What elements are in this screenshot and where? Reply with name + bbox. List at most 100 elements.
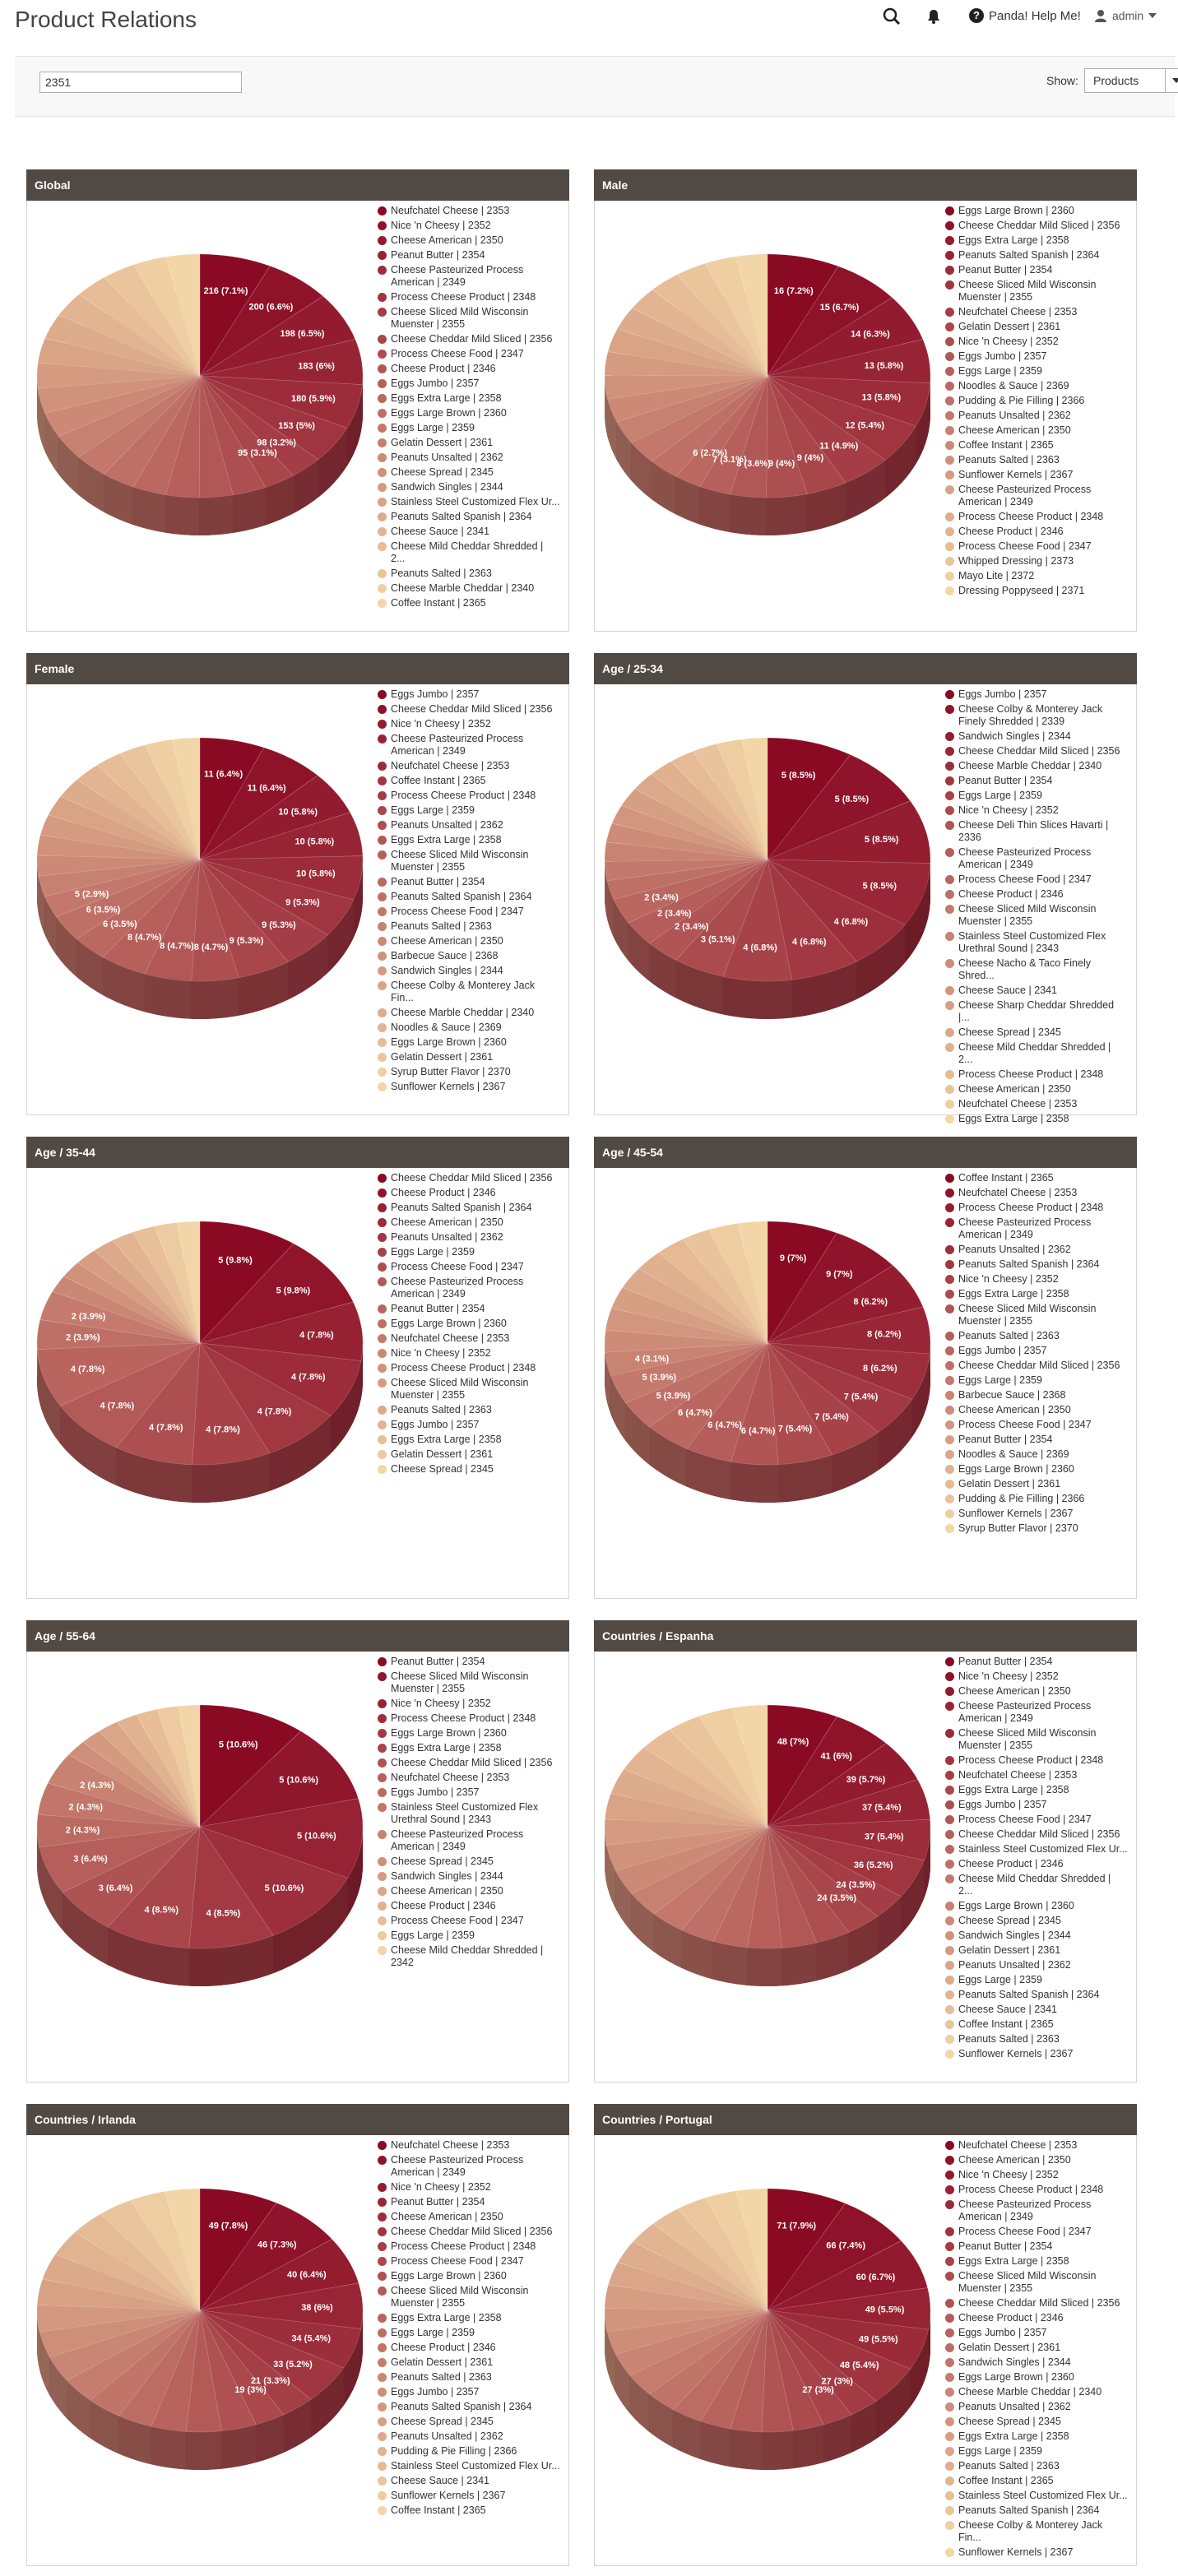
legend-item[interactable]: Cheese Sauce | 2341 (945, 2004, 1128, 2016)
legend-item[interactable]: Eggs Extra Large | 2358 (378, 1742, 560, 1754)
pie-slice[interactable] (606, 2310, 768, 2355)
pie-slice[interactable] (112, 1231, 201, 1344)
legend-item[interactable]: Eggs Large | 2359 (378, 422, 560, 434)
legend-item[interactable]: Cheese Spread | 2345 (945, 2416, 1128, 2428)
legend-item[interactable]: Eggs Large | 2359 (945, 2445, 1128, 2458)
legend-item[interactable]: Mayo Lite | 2372 (945, 570, 1128, 582)
pie-slice[interactable] (36, 855, 201, 877)
legend-item[interactable]: Peanuts Unsalted | 2362 (945, 1244, 1128, 1256)
pie-slice[interactable] (604, 841, 768, 862)
legend-item[interactable]: Cheese Sauce | 2341 (945, 985, 1128, 997)
legend-item[interactable]: Cheese Cheddar Mild Sliced | 2356 (378, 1757, 560, 1769)
legend-item[interactable]: Process Cheese Product | 2348 (945, 1068, 1128, 1081)
pie-slice[interactable] (676, 262, 768, 377)
legend-item[interactable]: Sunflower Kernels | 2367 (945, 469, 1128, 481)
pie-slice[interactable] (100, 2199, 201, 2311)
legend-item[interactable]: Process Cheese Product | 2348 (945, 2184, 1128, 2196)
legend-item[interactable]: Process Cheese Food | 2347 (378, 348, 560, 360)
legend-item[interactable]: Coffee Instant | 2365 (945, 439, 1128, 452)
legend-item[interactable]: Sandwich Singles | 2344 (378, 965, 560, 977)
legend-item[interactable]: Peanuts Salted | 2363 (945, 454, 1128, 466)
legend-item[interactable]: Peanuts Unsalted | 2362 (378, 2430, 560, 2443)
legend-item[interactable]: Peanuts Salted | 2363 (945, 2033, 1128, 2046)
legend-item[interactable]: Eggs Large Brown | 2360 (945, 205, 1128, 217)
pie-slice[interactable] (767, 2310, 852, 2425)
legend-item[interactable]: Eggs Jumbo | 2357 (378, 688, 560, 701)
legend-item[interactable]: Peanuts Salted Spanish | 2364 (945, 2504, 1128, 2517)
legend-item[interactable]: Eggs Jumbo | 2357 (378, 1419, 560, 1431)
pie-slice[interactable] (96, 753, 201, 860)
pie-slice[interactable] (98, 1721, 201, 1828)
pie-slice[interactable] (102, 859, 201, 975)
pie-slice[interactable] (670, 751, 768, 860)
legend-item[interactable]: Cheese Pasteurized Process American | 23… (378, 1828, 560, 1853)
pie-slice[interactable] (767, 859, 906, 962)
pie-slice[interactable] (766, 375, 808, 498)
pie-slice[interactable] (605, 822, 768, 860)
legend-item[interactable]: Eggs Large Brown | 2360 (378, 2270, 560, 2282)
pie-slice[interactable] (624, 1747, 768, 1828)
pie-slice[interactable] (610, 1342, 768, 1404)
pie-slice[interactable] (605, 1826, 768, 1871)
legend-item[interactable]: Cheese Spread | 2345 (945, 1026, 1128, 1039)
legend-item[interactable]: Cheese Colby & Monterey Jack Fin... (945, 2519, 1128, 2544)
pie-slice[interactable] (58, 294, 201, 377)
pie-slice[interactable] (198, 1798, 364, 1879)
legend-item[interactable]: Peanut Butter | 2354 (378, 249, 560, 262)
legend-item[interactable]: Cheese Pasteurized Process American | 23… (945, 1700, 1128, 1725)
pie-slice[interactable] (199, 812, 364, 860)
pie-slice[interactable] (698, 1707, 768, 1828)
legend-item[interactable]: Nice 'n Cheesy | 2352 (378, 2181, 560, 2194)
pie-slice[interactable] (606, 859, 768, 900)
pie-slice[interactable] (767, 375, 846, 494)
pie-slice[interactable] (610, 1287, 768, 1344)
pie-slice[interactable] (677, 2197, 768, 2311)
legend-item[interactable]: Cheese Cheddar Mild Sliced | 2356 (945, 2297, 1128, 2310)
pie-slice[interactable] (692, 744, 768, 860)
legend-item[interactable]: Eggs Extra Large | 2358 (378, 834, 560, 846)
pie-slice[interactable] (38, 859, 201, 897)
pie-slice[interactable] (62, 1826, 201, 1928)
legend-item[interactable]: Cheese Sliced Mild Wisconsin Muenster | … (378, 849, 560, 873)
pie-slice[interactable] (199, 2188, 277, 2311)
pie-slice[interactable] (632, 289, 768, 377)
pie-slice[interactable] (66, 2310, 201, 2401)
legend-item[interactable]: Cheese Marble Cheddar | 2340 (945, 2386, 1128, 2398)
pie-slice[interactable] (730, 375, 768, 498)
pie-slice[interactable] (39, 814, 201, 860)
legend-item[interactable]: Syrup Butter Flavor | 2370 (378, 1066, 560, 1078)
legend-item[interactable]: Cheese Pasteurized Process American | 23… (945, 2198, 1128, 2223)
pie-slice[interactable] (634, 773, 768, 860)
pie-slice[interactable] (198, 375, 234, 498)
pie-slice[interactable] (37, 1782, 201, 1828)
legend-item[interactable]: Eggs Jumbo | 2357 (945, 2327, 1128, 2339)
pie-slice[interactable] (699, 375, 768, 495)
legend-item[interactable]: Cheese Sliced Mild Wisconsin Muenster | … (945, 1303, 1128, 1327)
pie-slice[interactable] (652, 2208, 768, 2311)
legend-item[interactable]: Eggs Large | 2359 (945, 790, 1128, 802)
pie-slice[interactable] (604, 374, 768, 400)
pie-slice[interactable] (90, 2310, 201, 2416)
pie-slice[interactable] (82, 1730, 201, 1828)
pie-slice[interactable] (631, 375, 768, 462)
legend-item[interactable]: Peanuts Salted Spanish | 2364 (378, 511, 560, 523)
legend-item[interactable]: Process Cheese Product | 2348 (378, 1362, 560, 1374)
pie-slice[interactable] (686, 1342, 768, 1462)
legend-item[interactable]: Sunflower Kernels | 2367 (378, 1081, 560, 1093)
pie-slice[interactable] (607, 375, 768, 423)
pie-slice[interactable] (199, 1243, 354, 1344)
pie-slice[interactable] (767, 1743, 918, 1828)
legend-item[interactable]: Eggs Large | 2359 (945, 365, 1128, 378)
pie-slice[interactable] (767, 1221, 837, 1345)
pie-slice[interactable] (115, 1342, 201, 1466)
pie-slice[interactable] (185, 2310, 222, 2433)
legend-item[interactable]: Peanuts Salted | 2363 (378, 1404, 560, 1416)
pie-slice[interactable] (76, 859, 201, 958)
legend-item[interactable]: Nice 'n Cheesy | 2352 (945, 2169, 1128, 2181)
pie-slice[interactable] (767, 253, 839, 378)
legend-item[interactable]: Process Cheese Food | 2347 (378, 1261, 560, 1273)
pie-slice[interactable] (705, 256, 768, 377)
legend-item[interactable]: Gelatin Dessert | 2361 (945, 1944, 1128, 1957)
legend-item[interactable]: Cheese Cheddar Mild Sliced | 2356 (945, 1828, 1128, 1841)
legend-item[interactable]: Eggs Extra Large | 2358 (945, 1288, 1128, 1300)
